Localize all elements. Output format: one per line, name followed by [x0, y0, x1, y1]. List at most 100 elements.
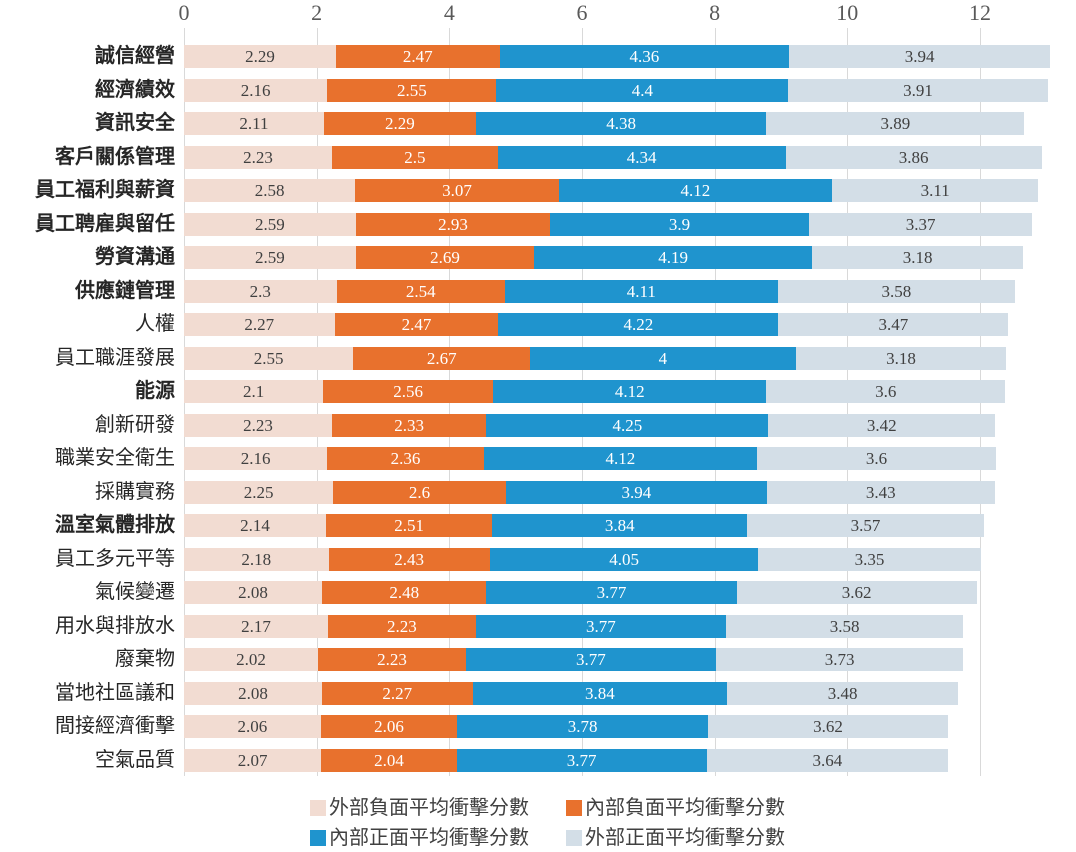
bar-segment-series-2: 2.33 [331, 413, 487, 437]
category-label: 勞資溝通 [95, 246, 175, 268]
value-label: 3.07 [442, 181, 472, 200]
bar-segment-series-4: 3.73 [715, 648, 964, 671]
value-label: 3.77 [576, 650, 606, 669]
bar-segment-series-2: 2.55 [327, 78, 497, 102]
bar-segment-series-2: 2.69 [355, 246, 535, 269]
value-label: 2.08 [238, 583, 268, 602]
value-label: 4.4 [631, 80, 653, 100]
bar-segment-series-1: 2.23 [184, 413, 332, 437]
value-label: 3.94 [904, 47, 935, 66]
value-label: 4.36 [629, 47, 660, 66]
bar-segment-series-4: 3.91 [788, 78, 1048, 102]
bar-segment-series-1: 2.02 [184, 648, 318, 671]
legend-swatch-icon [310, 830, 326, 846]
bar-segment-series-4: 3.57 [747, 514, 984, 537]
bar-segment-series-3: 3.77 [475, 614, 726, 638]
bar-segment-series-3: 4.36 [499, 45, 789, 68]
category-label: 氣候變遷 [95, 581, 175, 603]
bar-segment-series-2: 2.06 [320, 715, 458, 738]
bar-segment-series-4: 3.58 [725, 614, 964, 638]
value-label: 3.6 [875, 382, 897, 401]
value-label: 4.12 [680, 181, 711, 200]
bar-segment-series-1: 2.29 [184, 45, 336, 68]
bar-segment-series-1: 2.3 [184, 279, 337, 303]
bar-segment-series-2: 2.5 [331, 145, 498, 169]
value-label: 3.91 [903, 80, 933, 100]
bar-segment-series-3: 4.22 [498, 313, 779, 336]
bar-segment-series-2: 2.54 [336, 279, 506, 303]
bar-segment-series-4: 3.62 [708, 715, 949, 738]
category-label: 員工福利與薪資 [35, 179, 175, 201]
bar-segment-series-2: 2.23 [327, 614, 476, 638]
value-label: 3.47 [878, 315, 909, 334]
legend-item: 內部負面平均衝擊分數 [566, 797, 785, 819]
bar-segment-series-4: 3.6 [766, 380, 1006, 403]
bar-segment-series-1: 2.18 [184, 547, 329, 571]
category-label: 經濟績效 [95, 78, 175, 101]
bar-segment-series-2: 2.51 [325, 514, 493, 537]
bar-segment-series-1: 2.08 [184, 681, 322, 705]
value-label: 3.48 [827, 683, 858, 703]
bar-segment-series-4: 3.86 [785, 145, 1042, 169]
bar-segment-series-2: 2.47 [335, 45, 500, 68]
axis-tick-label: 12 [968, 0, 991, 25]
value-label: 2.07 [237, 750, 268, 770]
axis-tick-label: 0 [178, 0, 190, 25]
bar-segment-series-1: 2.59 [184, 246, 356, 269]
value-label: 3.62 [841, 583, 872, 602]
value-label: 2.6 [408, 482, 431, 502]
bar-segment-series-3: 4.25 [486, 413, 769, 437]
value-label: 4.22 [623, 315, 654, 334]
category-label: 採購實務 [95, 480, 175, 503]
bar-segment-series-3: 4.11 [505, 279, 778, 303]
bar-segment-series-1: 2.1 [184, 380, 324, 403]
category-label: 人權 [135, 313, 175, 335]
bar-segment-series-1: 2.55 [184, 346, 354, 370]
value-label: 3.57 [850, 516, 881, 535]
bar-segment-series-1: 2.08 [184, 581, 322, 604]
value-label: 2.58 [254, 181, 285, 200]
category-label: 用水與排放水 [55, 614, 175, 637]
category-label: 員工多元平等 [55, 547, 175, 570]
axis-tick-label: 6 [576, 0, 588, 25]
axis-tick-label: 2 [311, 0, 323, 25]
axis-tick-label: 8 [709, 0, 721, 25]
bar-segment-series-1: 2.58 [184, 179, 356, 202]
value-label: 3.84 [585, 683, 615, 703]
value-label: 2.93 [438, 214, 468, 234]
bar-segment-series-3: 3.84 [492, 514, 748, 537]
value-label: 3.37 [905, 214, 936, 234]
value-label: 3.73 [824, 650, 855, 669]
value-label: 2.56 [393, 382, 424, 401]
bar-segment-series-4: 3.43 [767, 480, 995, 504]
bar-segment-series-4: 3.94 [788, 45, 1051, 68]
value-label: 2.06 [237, 717, 268, 736]
value-label: 2.69 [430, 248, 460, 267]
value-label: 2.36 [390, 449, 421, 468]
category-label: 廢棄物 [115, 648, 175, 670]
bar-segment-series-2: 2.93 [355, 212, 551, 236]
bar-segment-series-2: 2.67 [353, 346, 531, 370]
value-label: 2.08 [238, 683, 268, 703]
bar-segment-series-1: 2.16 [184, 447, 328, 470]
value-label: 3.43 [865, 482, 896, 502]
value-label: 4.19 [658, 248, 689, 267]
bar-segment-series-3: 4.12 [493, 380, 767, 403]
value-label: 3.6 [865, 449, 888, 468]
value-label: 2.67 [426, 348, 457, 368]
legend-item: 內部正面平均衝擊分數 [310, 827, 529, 849]
value-label: 2.1 [243, 382, 265, 401]
legend-swatch-icon [310, 800, 326, 816]
bar-segment-series-3: 3.77 [456, 748, 707, 772]
bar-segment-series-3: 4.12 [483, 447, 758, 470]
value-label: 3.58 [829, 616, 860, 636]
value-label: 2.02 [236, 650, 266, 669]
category-label: 職業安全衛生 [55, 447, 175, 469]
value-label: 2.23 [243, 415, 273, 435]
value-label: 2.06 [374, 717, 404, 736]
bar-segment-series-4: 3.18 [812, 246, 1024, 269]
bar-segment-series-3: 3.94 [505, 480, 768, 504]
bar-segment-series-4: 3.11 [832, 179, 1039, 202]
value-label: 2.14 [240, 516, 270, 535]
